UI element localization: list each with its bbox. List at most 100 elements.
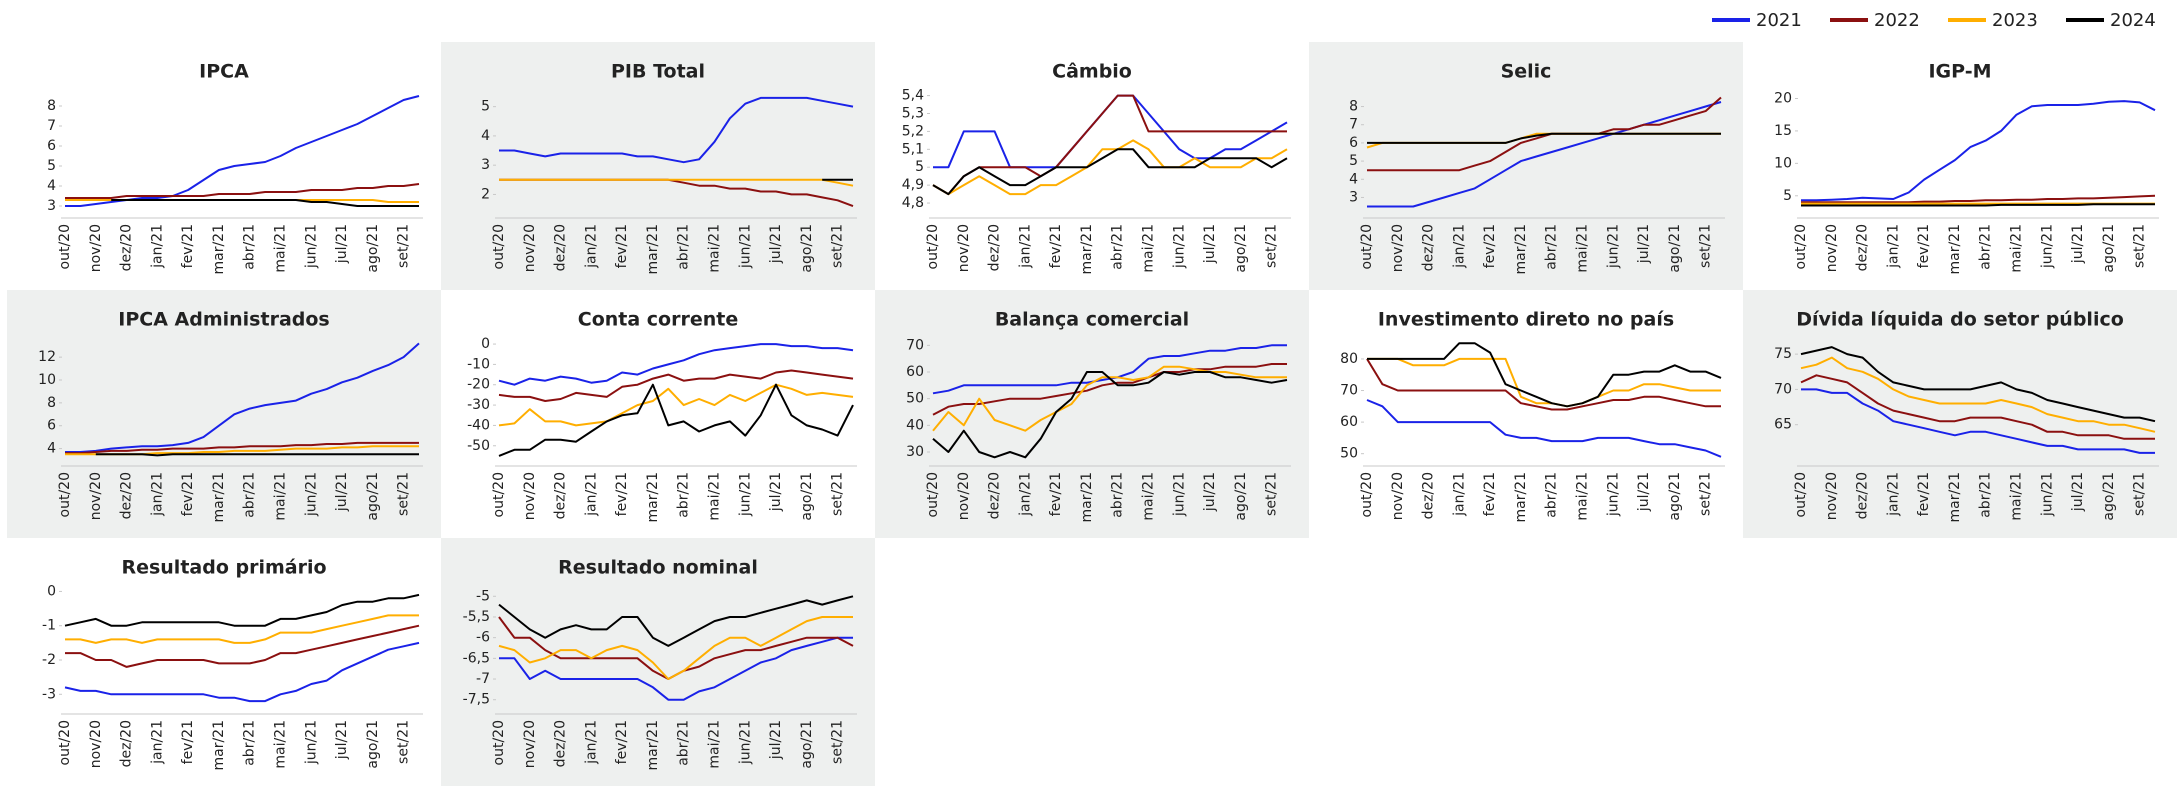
y-tick-label: 5 <box>1349 153 1358 169</box>
x-tick-label: nov/20 <box>956 472 972 520</box>
x-tick-label: jun/21 <box>303 224 319 269</box>
x-tick-label: set/21 <box>830 720 846 764</box>
x-tick-label: nov/20 <box>522 720 538 768</box>
y-tick-label: -50 <box>467 438 490 454</box>
x-tick-label: nov/20 <box>1390 472 1406 520</box>
series-line <box>1367 96 1722 172</box>
series-line <box>65 614 419 644</box>
x-tick-label: jun/21 <box>303 472 319 517</box>
y-tick-label: 5,4 <box>902 88 924 104</box>
legend-label: 2023 <box>1992 10 2038 31</box>
series-line <box>95 453 419 457</box>
y-tick-label: -5 <box>476 588 490 604</box>
x-tick-label: dez/20 <box>119 472 135 519</box>
series-line <box>1800 356 2156 433</box>
series-line <box>1801 203 2155 207</box>
x-tick-label: fev/21 <box>180 720 196 764</box>
y-tick-label: 50 <box>906 391 924 407</box>
y-tick-label: 80 <box>1340 351 1358 367</box>
x-tick-label: ago/21 <box>365 224 381 273</box>
x-tick-label: fev/21 <box>614 472 630 516</box>
x-tick-label: abr/21 <box>1110 472 1126 518</box>
x-tick-label: ago/21 <box>799 720 815 769</box>
y-tick-label: -7,5 <box>463 692 490 708</box>
y-tick-label: 60 <box>906 364 924 380</box>
y-tick-label: 5 <box>481 99 490 115</box>
y-tick-label: 5,2 <box>902 123 924 139</box>
series-line <box>65 183 420 199</box>
x-tick-label: dez/20 <box>1421 224 1437 271</box>
y-tick-label: -3 <box>42 686 56 702</box>
y-tick-label: 70 <box>906 337 924 353</box>
x-tick-label: fev/21 <box>1048 472 1064 516</box>
series-line <box>499 96 854 164</box>
y-tick-label: 5 <box>915 159 924 175</box>
series-line <box>1367 357 1721 408</box>
y-tick-label: 7 <box>1349 117 1358 133</box>
x-tick-label: mai/21 <box>1140 224 1156 273</box>
x-tick-label: set/21 <box>1264 224 1280 268</box>
y-tick-label: 8 <box>47 98 56 114</box>
y-tick-label: -10 <box>467 356 490 372</box>
x-tick-label: nov/20 <box>956 224 972 272</box>
series-line <box>498 616 853 680</box>
x-tick-label: ago/21 <box>799 472 815 521</box>
y-tick-label: 6 <box>47 138 56 154</box>
x-tick-label: abr/21 <box>1978 472 1994 518</box>
y-tick-label: 40 <box>906 417 924 433</box>
y-tick-label: 5,1 <box>902 141 924 157</box>
x-tick-label: fev/21 <box>180 472 196 516</box>
y-tick-label: 8 <box>47 395 56 411</box>
x-tick-label: nov/20 <box>1390 224 1406 272</box>
series-line <box>65 95 420 207</box>
x-tick-label: abr/21 <box>1110 224 1126 270</box>
y-tick-label: -6 <box>476 630 490 646</box>
series-line <box>498 343 854 386</box>
x-tick-label: out/20 <box>1793 472 1809 517</box>
x-tick-label: abr/21 <box>1978 224 1994 270</box>
x-tick-label: mai/21 <box>272 472 288 521</box>
y-tick-label: 70 <box>1340 383 1358 399</box>
series-line <box>932 365 1287 432</box>
series-line <box>1801 388 2155 454</box>
x-tick-label: abr/21 <box>1544 224 1560 270</box>
y-tick-label: -5,5 <box>463 609 490 625</box>
x-tick-label: mar/21 <box>1947 224 1963 275</box>
x-tick-label: jun/21 <box>737 472 753 517</box>
x-tick-label: jan/21 <box>583 224 599 269</box>
x-tick-label: set/21 <box>1698 472 1714 516</box>
series-line <box>1366 399 1722 458</box>
y-tick-label: 4 <box>1349 171 1358 187</box>
series-line <box>498 383 854 427</box>
x-tick-label: set/21 <box>830 224 846 268</box>
x-tick-label: dez/20 <box>1421 472 1437 519</box>
x-tick-label: jul/21 <box>334 472 350 512</box>
x-tick-label: mar/21 <box>1513 472 1529 523</box>
x-tick-label: jul/21 <box>334 224 350 264</box>
x-tick-label: jan/21 <box>583 472 599 517</box>
x-tick-label: mar/21 <box>211 720 227 771</box>
y-tick-label: 10 <box>38 372 56 388</box>
x-tick-label: jul/21 <box>1202 224 1218 264</box>
x-tick-label: mai/21 <box>272 224 288 273</box>
series-line <box>65 441 419 455</box>
x-tick-label: fev/21 <box>180 224 196 268</box>
x-tick-label: out/20 <box>57 720 73 765</box>
series-line <box>1800 346 2156 423</box>
series-line <box>1800 374 2155 440</box>
x-tick-label: dez/20 <box>987 224 1003 271</box>
panel-background <box>7 290 441 538</box>
legend-label: 2024 <box>2110 10 2156 31</box>
x-tick-label: jul/21 <box>768 720 784 760</box>
x-tick-label: mai/21 <box>706 472 722 521</box>
x-tick-label: out/20 <box>57 472 73 517</box>
x-tick-label: dez/20 <box>1855 472 1871 519</box>
x-tick-label: mai/21 <box>272 720 288 769</box>
y-tick-label: 60 <box>1340 414 1358 430</box>
x-tick-label: set/21 <box>396 720 412 764</box>
series-line <box>498 369 854 402</box>
x-tick-label: jun/21 <box>737 224 753 269</box>
y-tick-label: 4 <box>481 128 490 144</box>
